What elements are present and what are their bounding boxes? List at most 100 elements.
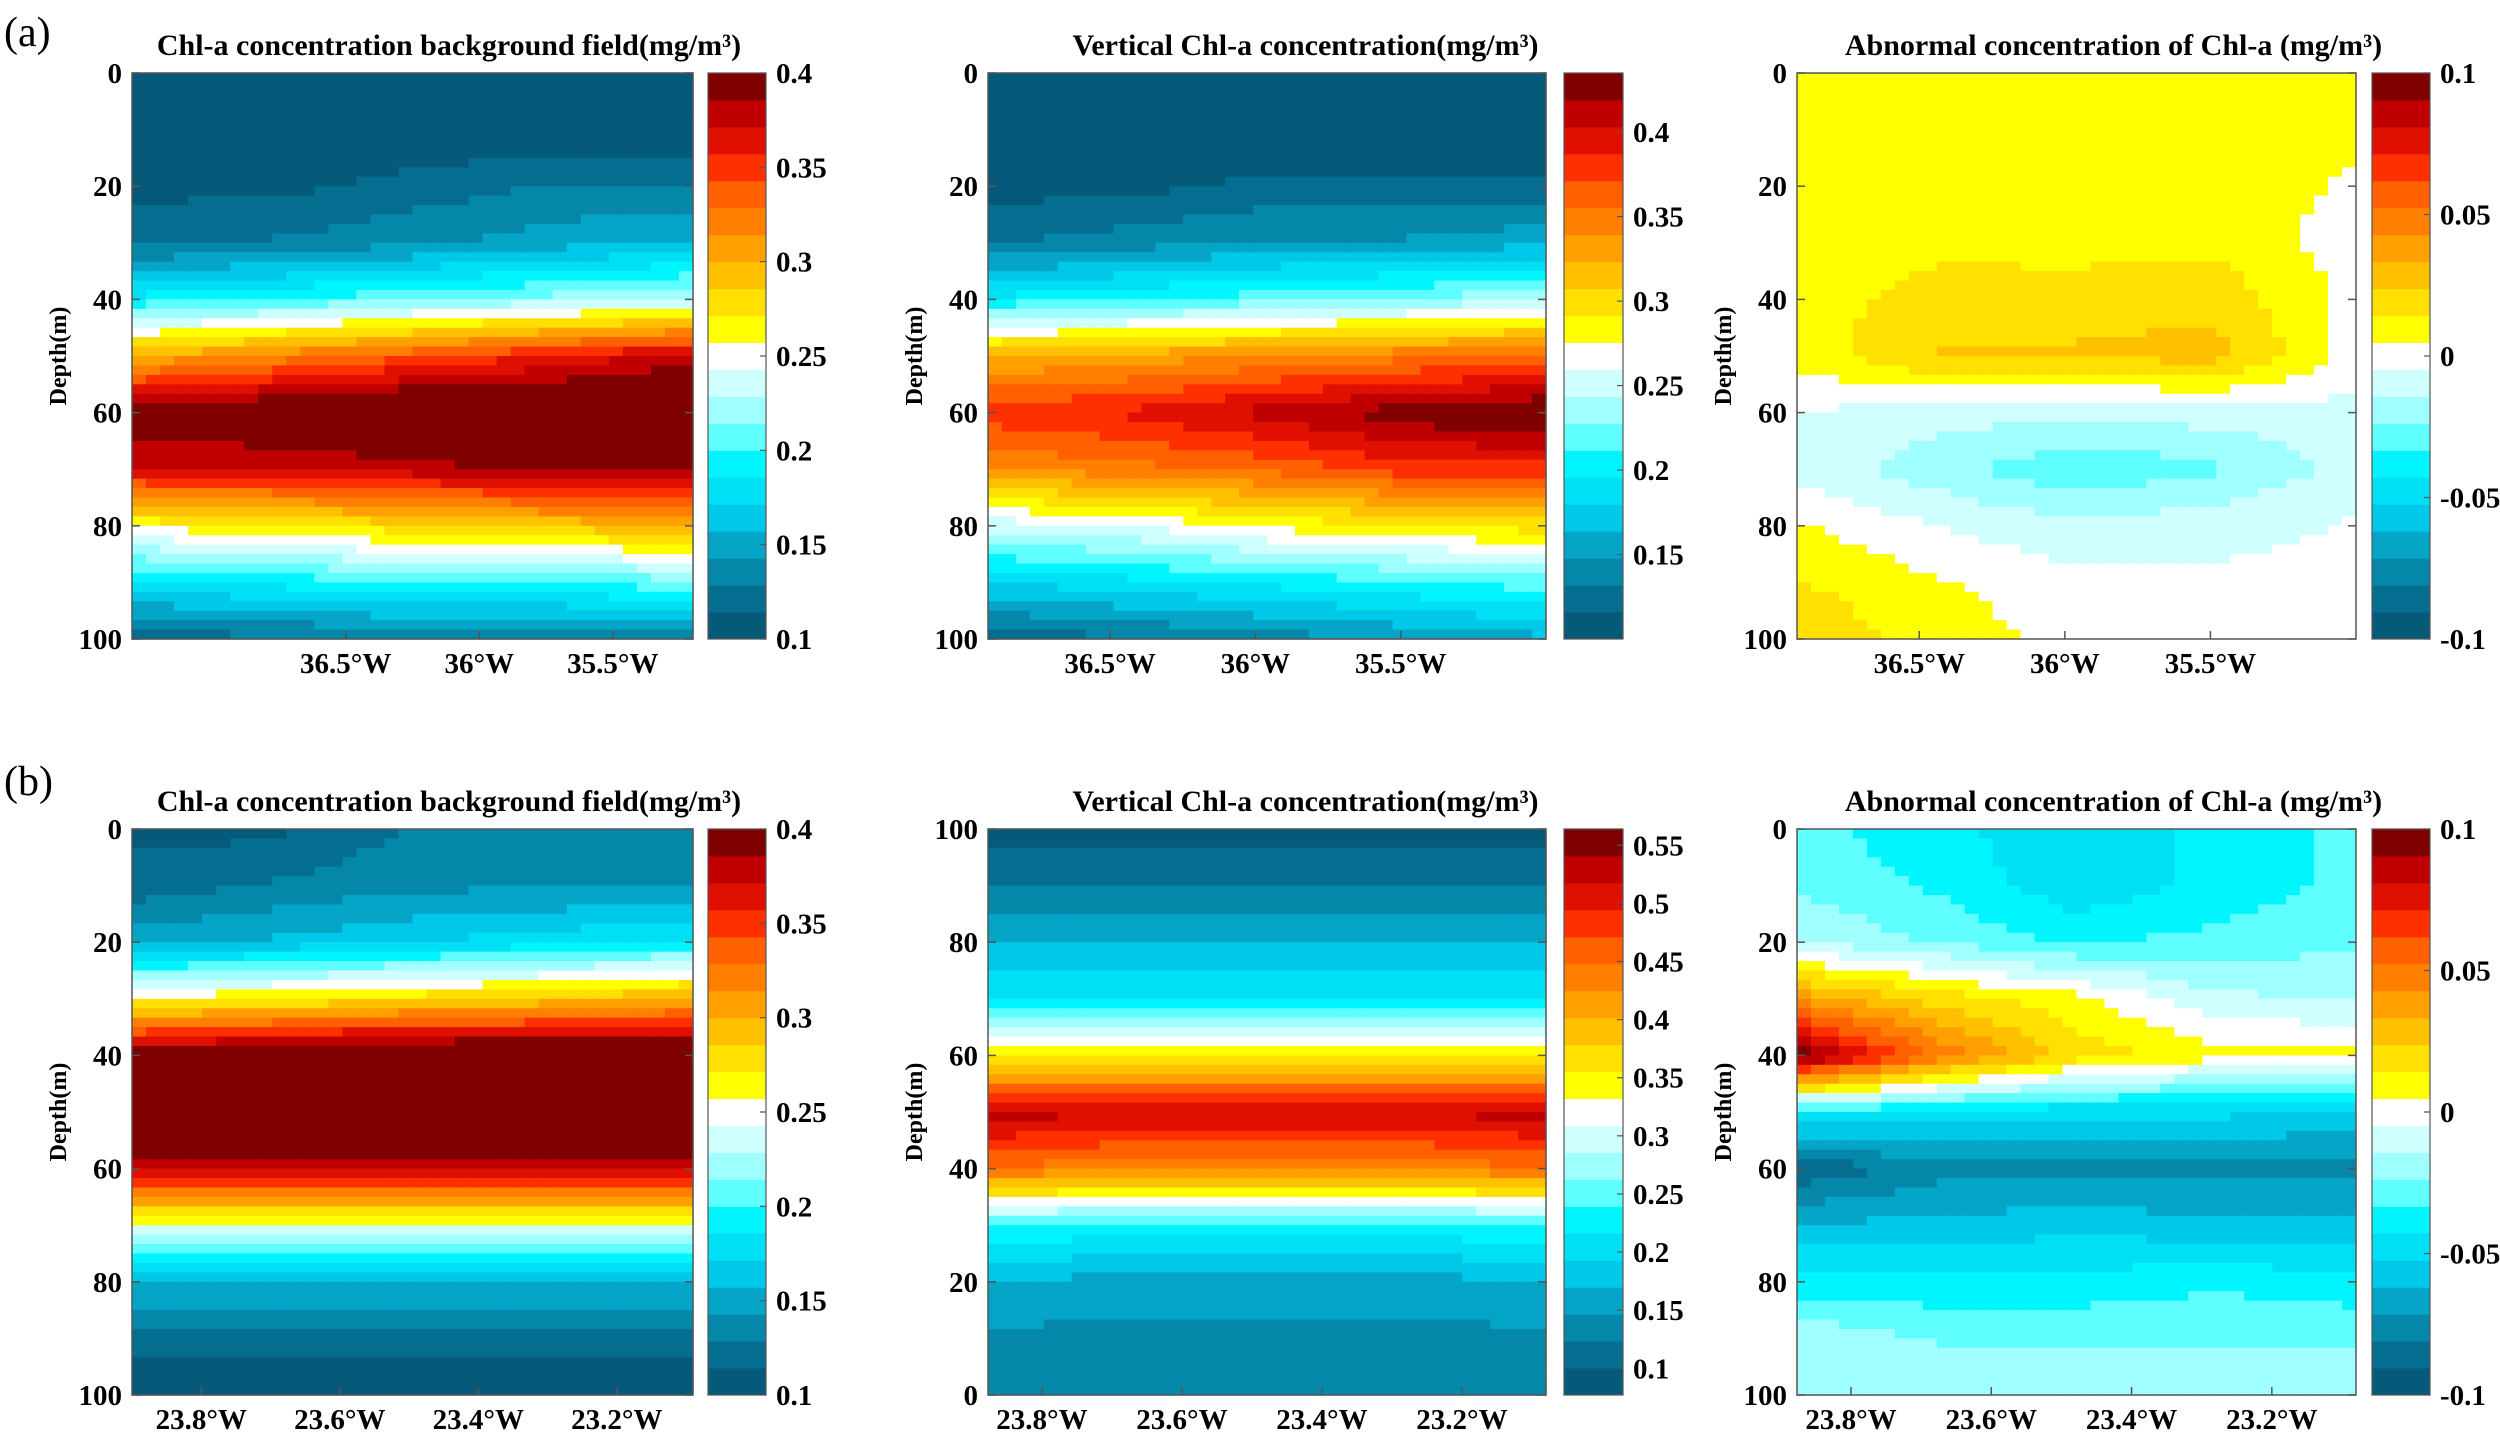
field-cell: [1099, 223, 1115, 234]
field-cell: [1127, 506, 1143, 517]
field-cell: [608, 73, 624, 84]
field-cell: [258, 412, 273, 423]
field-cell: [1253, 205, 1268, 216]
field-cell: [622, 384, 638, 395]
field-cell: [202, 82, 217, 93]
field-cell: [174, 610, 189, 621]
field-cell: [1239, 516, 1254, 527]
field-cell: [524, 601, 540, 612]
field-cell: [622, 554, 638, 565]
field-cell: [1336, 101, 1352, 112]
field-cell: [622, 252, 638, 263]
field-cell: [342, 535, 358, 546]
field-cell: [594, 459, 610, 470]
field-cell: [384, 610, 400, 621]
field-cell: [1253, 431, 1268, 442]
field-cell: [1350, 271, 1366, 282]
field-cell: [538, 384, 554, 395]
field-cell: [1169, 139, 1184, 150]
field-cell: [426, 148, 442, 159]
field-cell: [426, 271, 442, 282]
field-cell: [272, 525, 287, 536]
field-cell: [188, 422, 203, 433]
field-cell: [132, 384, 147, 395]
field-cell: [1532, 469, 1547, 480]
field-cell: [1420, 582, 1435, 593]
field-cell: [988, 422, 1003, 433]
field-cell: [552, 488, 568, 499]
field-cell: [1462, 261, 1477, 272]
field-cell: [1490, 601, 1505, 612]
field-cell: [1155, 488, 1170, 499]
y-tick-label: 60: [949, 398, 978, 430]
field-cell: [608, 620, 624, 631]
field-cell: [1155, 384, 1170, 395]
field-cell: [356, 497, 372, 508]
field-cell: [1490, 308, 1505, 319]
field-cell: [664, 129, 680, 140]
field-cell: [146, 148, 161, 159]
field-cell: [1378, 242, 1394, 253]
field-cell: [1434, 544, 1449, 555]
field-cell: [342, 516, 358, 527]
field-cell: [1015, 488, 1031, 499]
field-cell: [1280, 535, 1296, 546]
field-cell: [272, 620, 287, 631]
field-cell: [1518, 506, 1533, 517]
colorbar-swatch: [1564, 477, 1623, 505]
field-cell: [1211, 506, 1226, 517]
field-cell: [1490, 403, 1505, 414]
field-cell: [1476, 535, 1491, 546]
field-cell: [412, 497, 428, 508]
field-cell: [1113, 261, 1129, 272]
field-cell: [678, 318, 694, 329]
field-cell: [552, 82, 568, 93]
field-cell: [216, 516, 231, 527]
field-cell: [1169, 176, 1184, 187]
field-cell: [552, 337, 568, 348]
field-cell: [1392, 261, 1408, 272]
field-cell: [300, 120, 315, 131]
field-cell: [1127, 554, 1143, 565]
field-cell: [286, 488, 301, 499]
field-cell: [482, 157, 498, 168]
field-cell: [1336, 544, 1352, 555]
field-cell: [1099, 327, 1115, 338]
field-cell: [608, 403, 624, 414]
field-cell: [538, 601, 554, 612]
field-cell: [636, 261, 652, 272]
field-cell: [1476, 271, 1491, 282]
field-cell: [1141, 242, 1156, 253]
field-cell: [1476, 374, 1491, 385]
field-cell: [1071, 535, 1087, 546]
field-cell: [1253, 403, 1268, 414]
field-cell: [1169, 403, 1184, 414]
field-cell: [398, 620, 414, 631]
field-cell: [188, 318, 203, 329]
field-cell: [1406, 252, 1422, 263]
field-cell: [622, 167, 638, 178]
field-cell: [1239, 356, 1254, 367]
field-cell: [468, 233, 484, 244]
field-cell: [1336, 176, 1352, 187]
field-cell: [524, 554, 540, 565]
field-cell: [258, 403, 273, 414]
field-cell: [328, 176, 343, 187]
field-cell: [1211, 572, 1226, 583]
field-cell: [356, 554, 372, 565]
field-cell: [286, 223, 301, 234]
field-cell: [188, 554, 203, 565]
field-cell: [1462, 450, 1477, 461]
field-cell: [496, 91, 512, 102]
field-cell: [1280, 356, 1296, 367]
field-cell: [1322, 101, 1338, 112]
field-cell: [1029, 271, 1045, 282]
field-cell: [202, 110, 217, 121]
field-cell: [216, 431, 231, 442]
field-cell: [650, 176, 666, 187]
field-cell: [1420, 535, 1435, 546]
field-cell: [244, 101, 259, 112]
field-cell: [1267, 488, 1282, 499]
field-cell: [594, 242, 610, 253]
field-cell: [412, 554, 428, 565]
